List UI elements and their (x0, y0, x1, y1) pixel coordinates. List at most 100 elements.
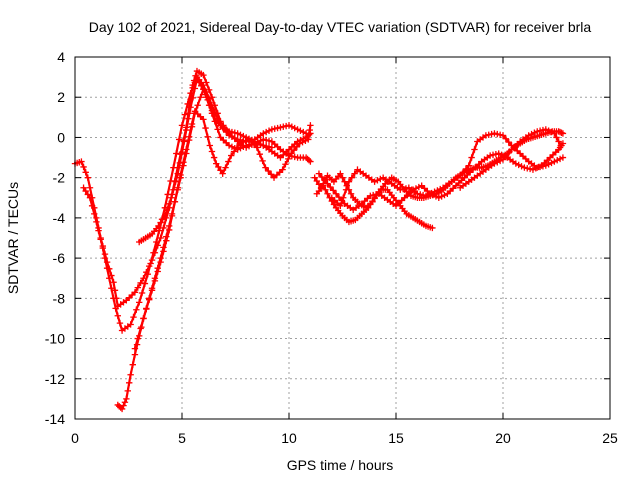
y-tick-label: -4 (53, 210, 66, 226)
data-point-marker (133, 306, 140, 313)
y-axis-label: SDTVAR / TECUs (5, 182, 21, 294)
data-point-marker (515, 161, 522, 169)
data-point-marker (185, 115, 192, 122)
data-point-marker (548, 159, 555, 167)
data-point-marker (120, 402, 127, 409)
data-point-marker (181, 111, 189, 118)
data-point-marker (236, 140, 243, 147)
data-point-marker (114, 312, 121, 319)
data-point-marker (91, 210, 98, 218)
data-point-marker (143, 305, 150, 313)
x-tick-label: 0 (71, 430, 79, 446)
data-point-marker (485, 131, 492, 138)
data-point-marker (200, 71, 207, 79)
data-point-marker (417, 191, 424, 198)
data-point-marker (80, 184, 87, 191)
data-point-marker (364, 204, 372, 212)
x-tick-label: 5 (178, 430, 186, 446)
data-point-marker (555, 138, 562, 145)
data-point-marker (131, 289, 139, 296)
data-point-marker (157, 234, 164, 242)
data-point-marker (208, 107, 216, 114)
data-point-marker (293, 143, 301, 151)
series-line (330, 132, 564, 207)
data-point-marker (161, 212, 169, 220)
data-point-marker (80, 163, 87, 171)
data-point-marker (342, 186, 350, 193)
data-point-marker (505, 149, 512, 157)
data-point-marker (157, 219, 164, 226)
data-point-marker (432, 193, 440, 200)
data-point-marker (189, 94, 196, 102)
data-point-marker (170, 164, 177, 171)
data-point-marker (531, 129, 538, 136)
data-point-marker (542, 162, 549, 169)
data-point-marker (425, 191, 433, 198)
data-point-marker (526, 165, 534, 173)
data-point-marker (240, 132, 247, 140)
data-point-marker (285, 155, 292, 163)
data-point-marker (260, 136, 267, 143)
data-point-marker (491, 130, 498, 137)
data-point-marker (419, 191, 427, 199)
x-axis-label: GPS time / hours (287, 457, 394, 473)
data-point-marker (137, 325, 144, 332)
data-point-marker (228, 128, 236, 136)
data-point-marker (282, 161, 289, 168)
data-point-marker (288, 123, 296, 130)
data-point-marker (337, 170, 344, 177)
data-point-marker (441, 191, 448, 199)
data-point-marker (242, 137, 249, 144)
data-point-marker (225, 158, 232, 165)
data-point-marker (183, 126, 190, 134)
data-point-marker (129, 361, 136, 368)
data-point-marker (164, 191, 171, 198)
data-point-marker (489, 151, 497, 159)
data-point-marker (163, 206, 171, 214)
data-point-marker (300, 128, 307, 136)
data-point-marker (84, 174, 92, 181)
data-point-marker (148, 287, 156, 294)
y-tick-label: -14 (45, 411, 65, 427)
series-track-i (328, 130, 567, 210)
data-point-marker (429, 224, 436, 232)
data-point-marker (160, 224, 167, 232)
data-point-marker (321, 177, 328, 184)
data-point-marker (542, 126, 549, 133)
data-point-marker (422, 192, 430, 199)
data-point-marker (200, 116, 207, 123)
x-tick-label: 25 (602, 430, 618, 446)
data-point-marker (367, 192, 374, 199)
data-point-marker (134, 335, 141, 342)
data-point-marker (556, 128, 564, 136)
data-point-marker (206, 142, 214, 149)
data-point-marker (305, 136, 312, 143)
data-point-marker (534, 128, 541, 135)
data-point-marker (297, 127, 304, 134)
data-point-marker (140, 315, 147, 322)
data-point-marker (518, 163, 525, 170)
data-point-marker (529, 166, 537, 173)
data-point-marker (191, 85, 199, 92)
data-point-marker (271, 125, 278, 132)
data-point-marker (412, 185, 420, 192)
data-point-marker (457, 172, 464, 179)
data-point-marker (414, 190, 421, 197)
data-point-marker (127, 371, 134, 378)
data-point-marker (184, 100, 191, 108)
data-point-marker (462, 165, 470, 173)
grid (75, 57, 610, 419)
data-point-marker (402, 185, 410, 192)
data-point-marker (556, 155, 564, 163)
data-point-marker (492, 151, 500, 158)
data-point-marker (194, 102, 201, 109)
data-point-marker (127, 321, 134, 328)
series-track-b (80, 73, 310, 334)
y-tick-label: 4 (57, 49, 65, 65)
data-point-marker (502, 153, 510, 160)
data-point-marker (167, 177, 174, 185)
data-point-marker (465, 162, 472, 169)
data-point-marker (397, 186, 404, 193)
series-track-g (313, 182, 436, 232)
data-point-marker (262, 142, 270, 150)
